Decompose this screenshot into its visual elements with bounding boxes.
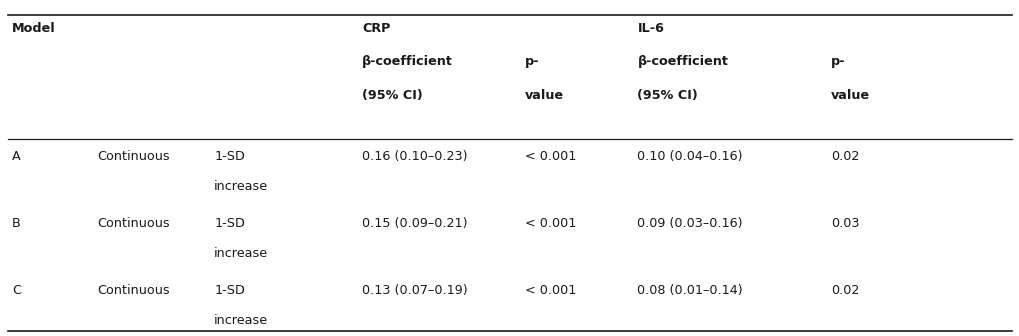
Text: increase: increase xyxy=(214,247,268,260)
Text: 0.15 (0.09–0.21): 0.15 (0.09–0.21) xyxy=(362,217,467,230)
Text: 0.02: 0.02 xyxy=(830,150,859,163)
Text: 1-SD: 1-SD xyxy=(214,284,245,297)
Text: IL-6: IL-6 xyxy=(637,22,663,35)
Text: 0.08 (0.01–0.14): 0.08 (0.01–0.14) xyxy=(637,284,743,297)
Text: 1-SD: 1-SD xyxy=(214,217,245,230)
Text: C: C xyxy=(12,284,21,297)
Text: < 0.001: < 0.001 xyxy=(525,150,576,163)
Text: value: value xyxy=(830,89,869,102)
Text: 1-SD: 1-SD xyxy=(214,150,245,163)
Text: p-: p- xyxy=(830,55,845,69)
Text: B: B xyxy=(12,217,21,230)
Text: 0.16 (0.10–0.23): 0.16 (0.10–0.23) xyxy=(362,150,467,163)
Text: β-coefficient: β-coefficient xyxy=(637,55,728,69)
Text: 0.13 (0.07–0.19): 0.13 (0.07–0.19) xyxy=(362,284,468,297)
Text: < 0.001: < 0.001 xyxy=(525,217,576,230)
Text: Continuous: Continuous xyxy=(97,217,169,230)
Text: (95% CI): (95% CI) xyxy=(637,89,698,102)
Text: β-coefficient: β-coefficient xyxy=(362,55,452,69)
Text: increase: increase xyxy=(214,314,268,327)
Text: Model: Model xyxy=(12,22,56,35)
Text: Continuous: Continuous xyxy=(97,284,169,297)
Text: Continuous: Continuous xyxy=(97,150,169,163)
Text: CRP: CRP xyxy=(362,22,390,35)
Text: A: A xyxy=(12,150,21,163)
Text: 0.09 (0.03–0.16): 0.09 (0.03–0.16) xyxy=(637,217,742,230)
Text: 0.10 (0.04–0.16): 0.10 (0.04–0.16) xyxy=(637,150,742,163)
Text: increase: increase xyxy=(214,180,268,193)
Text: value: value xyxy=(525,89,564,102)
Text: p-: p- xyxy=(525,55,539,69)
Text: (95% CI): (95% CI) xyxy=(362,89,423,102)
Text: 0.03: 0.03 xyxy=(830,217,859,230)
Text: 0.02: 0.02 xyxy=(830,284,859,297)
Text: < 0.001: < 0.001 xyxy=(525,284,576,297)
